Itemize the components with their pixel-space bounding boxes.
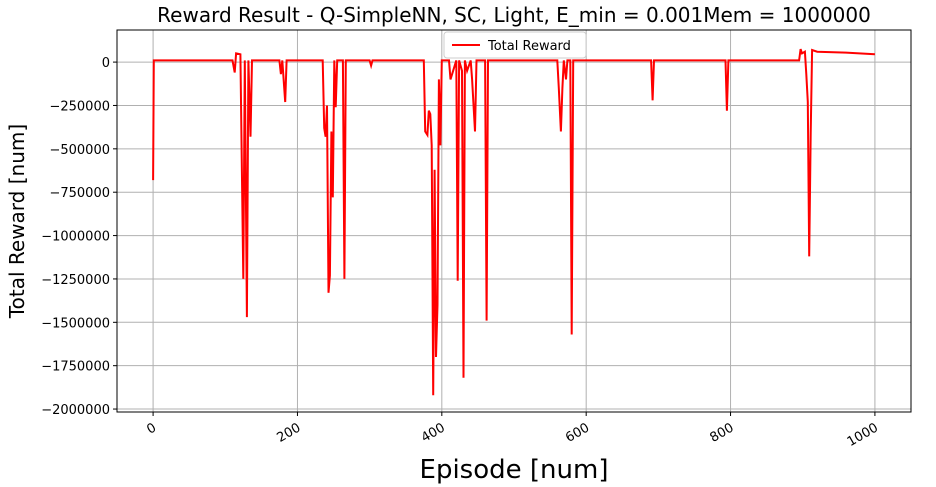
x-tick-label: 400 <box>419 420 448 445</box>
y-tick-label: −1500000 <box>41 316 110 331</box>
legend-label: Total Reward <box>487 39 571 54</box>
y-tick-label: −500000 <box>49 143 110 158</box>
x-tick-label: 800 <box>708 420 737 445</box>
data-line <box>152 48 875 396</box>
y-tick-label: −750000 <box>49 186 110 201</box>
y-tick-label: −1000000 <box>41 230 110 245</box>
y-tick-label: −250000 <box>49 99 110 114</box>
x-tick-label: 1000 <box>845 420 881 450</box>
y-axis-label: Total Reward [num] <box>5 124 29 319</box>
y-tick-label: −2000000 <box>41 403 110 418</box>
x-tick-label: 0 <box>144 420 159 437</box>
y-tick-label: −1250000 <box>41 273 110 288</box>
y-tick-label: 0 <box>102 56 110 71</box>
x-tick-label: 600 <box>563 420 592 445</box>
x-axis-label: Episode [num] <box>420 455 609 485</box>
y-tick-label: −1750000 <box>41 360 110 375</box>
x-tick-label: 200 <box>274 420 303 445</box>
legend-box <box>443 31 587 59</box>
plot-frame <box>116 29 912 413</box>
chart-title: Reward Result - Q-SimpleNN, SC, Light, E… <box>157 3 871 27</box>
